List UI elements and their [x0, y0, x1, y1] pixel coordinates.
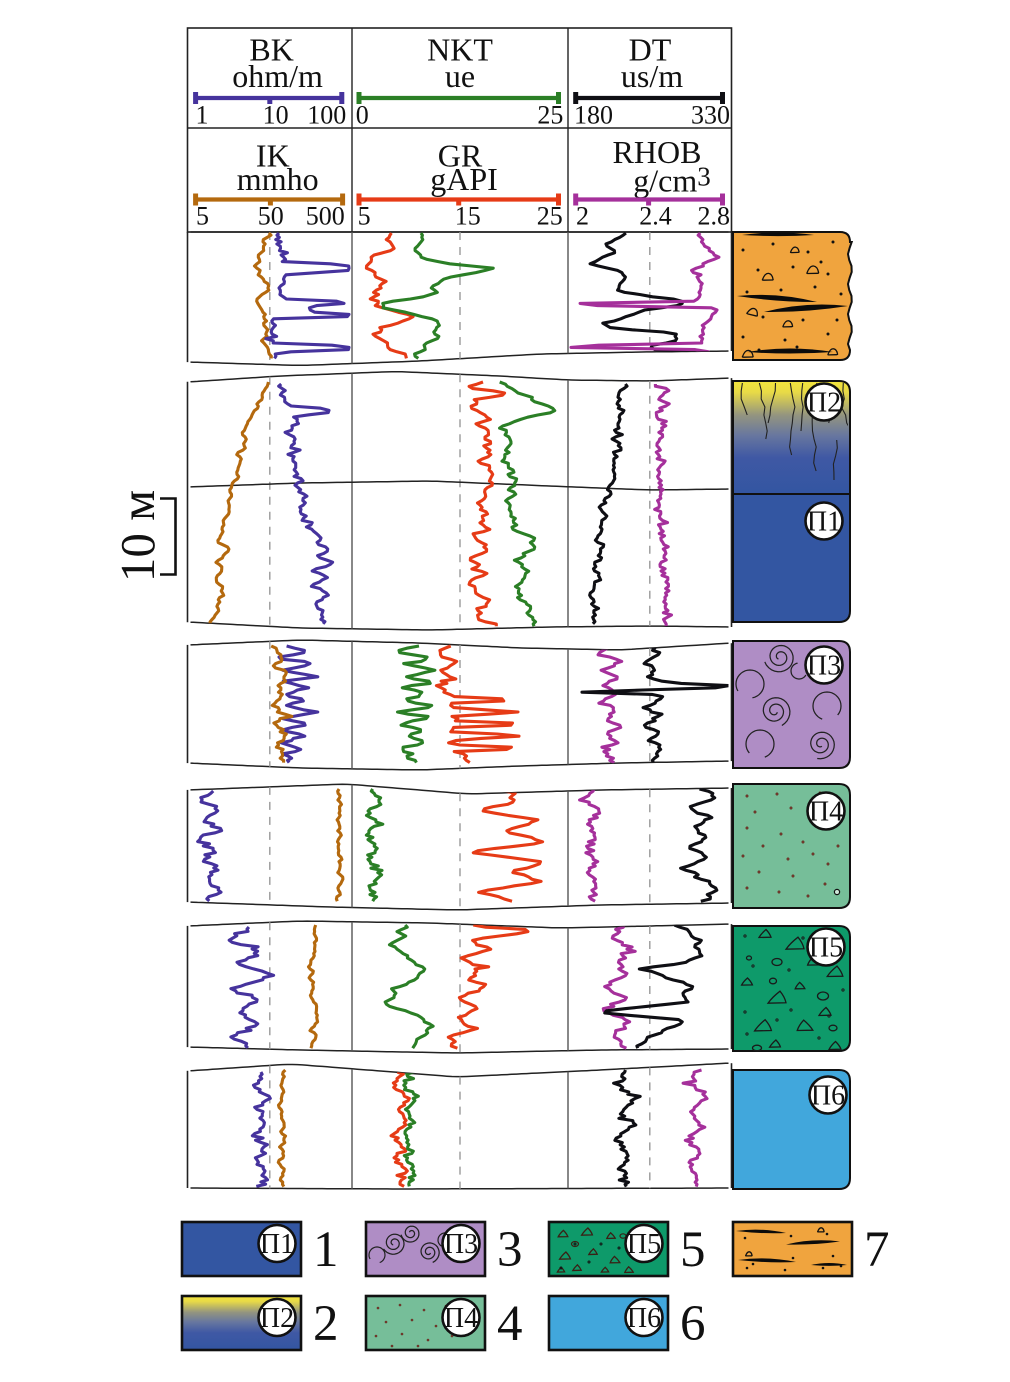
svg-text:2.8: 2.8	[698, 201, 731, 230]
svg-text:П1: П1	[260, 1229, 294, 1260]
svg-text:15: 15	[455, 201, 481, 230]
svg-text:25: 25	[537, 101, 563, 130]
svg-text:П4: П4	[444, 1303, 478, 1334]
svg-text:4: 4	[497, 1296, 523, 1352]
svg-text:2: 2	[576, 201, 589, 230]
svg-text:330: 330	[691, 101, 730, 130]
svg-text:10: 10	[263, 101, 289, 130]
svg-text:180: 180	[574, 101, 613, 130]
svg-text:2: 2	[313, 1296, 339, 1352]
svg-text:ue: ue	[445, 58, 475, 94]
svg-text:50: 50	[258, 201, 284, 230]
svg-text:500: 500	[306, 201, 345, 230]
svg-text:gAPI: gAPI	[430, 161, 498, 197]
svg-text:BK: BK	[249, 32, 293, 68]
svg-text:GR: GR	[438, 137, 483, 173]
svg-text:П5: П5	[627, 1229, 661, 1260]
svg-text:mmho: mmho	[237, 161, 319, 197]
svg-text:П1: П1	[807, 507, 841, 538]
svg-text:10 м: 10 м	[110, 490, 165, 582]
svg-text:П6: П6	[811, 1081, 845, 1112]
svg-text:1: 1	[196, 101, 209, 130]
svg-text:5: 5	[680, 1222, 706, 1278]
svg-text:П3: П3	[444, 1229, 478, 1260]
svg-text:П4: П4	[809, 797, 843, 828]
svg-text:NKT: NKT	[427, 32, 493, 68]
svg-text:1: 1	[313, 1222, 339, 1278]
svg-text:0: 0	[356, 101, 369, 130]
svg-text:П6: П6	[627, 1303, 661, 1334]
svg-text:IK: IK	[256, 137, 290, 173]
svg-text:5: 5	[196, 201, 209, 230]
svg-text:П2: П2	[260, 1303, 294, 1334]
svg-text:П2: П2	[807, 388, 841, 419]
svg-text:2.4: 2.4	[639, 201, 672, 230]
svg-text:100: 100	[307, 101, 346, 130]
svg-text:us/m: us/m	[621, 58, 683, 94]
svg-text:П5: П5	[809, 933, 843, 964]
svg-text:7: 7	[864, 1222, 890, 1278]
svg-text:6: 6	[680, 1296, 706, 1352]
svg-text:П3: П3	[807, 651, 841, 682]
svg-text:3: 3	[497, 1222, 523, 1278]
svg-text:DT: DT	[629, 32, 672, 68]
svg-text:RHOB: RHOB	[613, 134, 702, 170]
svg-text:25: 25	[537, 201, 563, 230]
svg-text:ohm/m: ohm/m	[232, 58, 323, 94]
svg-text:5: 5	[358, 201, 371, 230]
